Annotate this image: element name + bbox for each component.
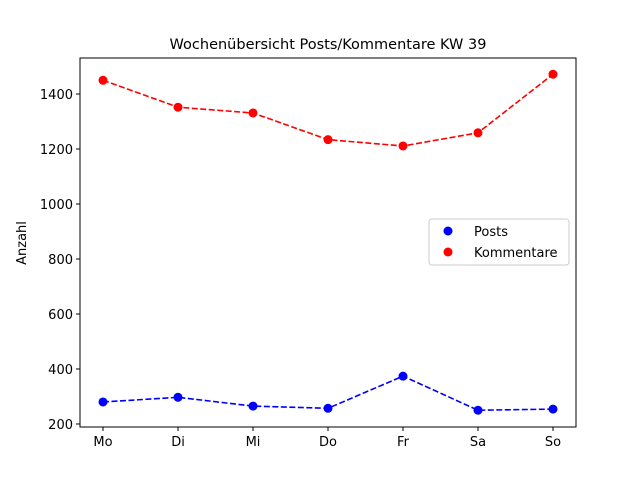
data-point-posts	[323, 403, 333, 413]
data-point-kommentare	[173, 102, 183, 112]
x-tick-label: Mo	[93, 435, 112, 450]
legend-marker	[443, 247, 453, 257]
data-point-kommentare	[398, 141, 408, 151]
x-tick-label: Mi	[246, 435, 261, 450]
x-tick-label: So	[545, 435, 561, 450]
x-tick-label: Sa	[470, 435, 486, 450]
data-point-posts	[98, 397, 108, 407]
y-tick-label: 800	[48, 253, 73, 268]
data-point-posts	[173, 392, 183, 402]
data-point-kommentare	[323, 135, 333, 145]
data-point-kommentare	[473, 128, 483, 138]
plot-frame	[79, 57, 577, 428]
data-point-posts	[398, 371, 408, 381]
y-axis-label: Anzahl	[15, 221, 30, 265]
y-tick-label: 1200	[40, 143, 73, 158]
x-tick-label: Di	[171, 435, 185, 450]
data-point-posts	[248, 401, 258, 411]
data-point-kommentare	[98, 75, 108, 85]
y-tick-label: 1000	[40, 198, 73, 213]
x-tick-label: Do	[319, 435, 337, 450]
legend-box	[428, 218, 570, 266]
data-point-posts	[548, 404, 558, 414]
y-tick-label: 400	[48, 363, 73, 378]
chart-title: Wochenübersicht Posts/Kommentare KW 39	[170, 37, 487, 53]
legend-label: Posts	[474, 225, 508, 240]
y-tick-label: 1400	[40, 88, 73, 103]
data-point-posts	[473, 405, 483, 415]
y-tick-label: 200	[48, 418, 73, 433]
x-tick-label: Fr	[397, 435, 410, 450]
data-point-kommentare	[248, 108, 258, 118]
data-point-kommentare	[548, 69, 558, 79]
legend-label: Kommentare	[474, 246, 558, 261]
legend: Posts Kommentare	[428, 218, 570, 266]
legend-marker	[443, 226, 453, 236]
y-tick-label: 600	[48, 308, 73, 323]
